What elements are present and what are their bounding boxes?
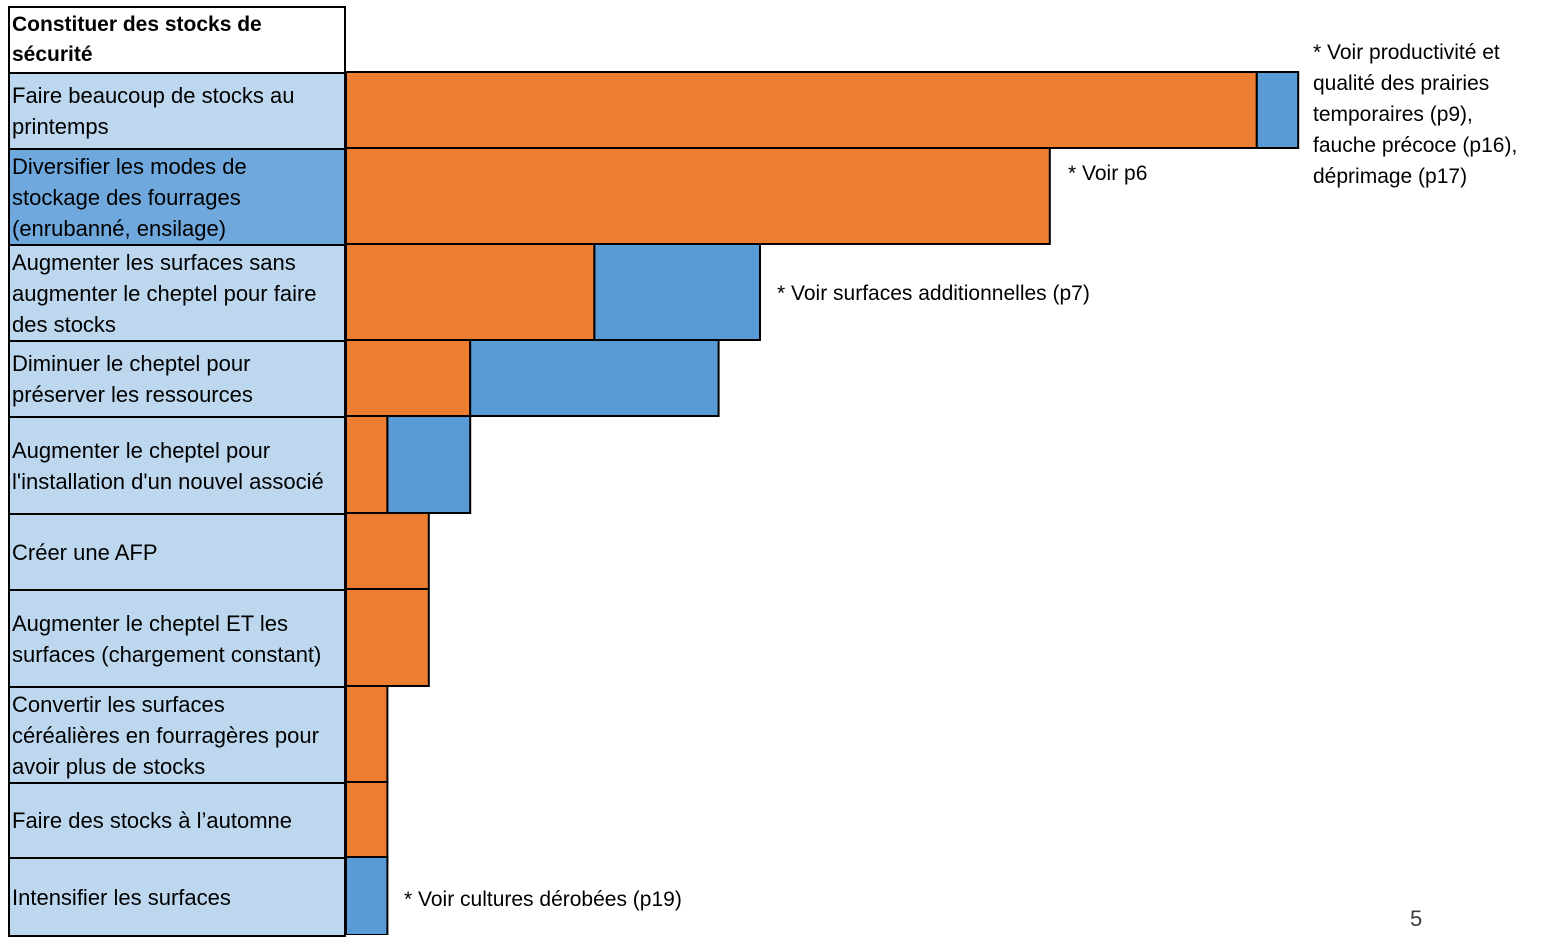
bar-segment-blue	[345, 856, 389, 935]
bar-segment-orange	[345, 588, 430, 687]
bar-segment-blue	[386, 415, 472, 514]
category-label: Faire des stocks à l’automne	[8, 782, 346, 859]
category-label: Diminuer le cheptel pour préserver les r…	[8, 340, 346, 418]
annotation-line: fauche précoce (p16),	[1313, 134, 1518, 157]
bar-segment-orange	[345, 685, 389, 783]
category-label: Créer une AFP	[8, 513, 346, 591]
annotation-line: temporaires (p9),	[1313, 103, 1473, 126]
bar-segment-orange	[345, 339, 472, 417]
category-label: Augmenter les surfaces sans augmenter le…	[8, 244, 346, 342]
bar-segment-blue	[1255, 71, 1300, 149]
annotation-line: qualité des prairies	[1313, 72, 1490, 95]
chart-title: Constituer des stocks de sécurité	[8, 6, 346, 72]
bar-segment-blue	[469, 339, 720, 417]
annotation-line: * Voir productivité et	[1313, 41, 1500, 64]
bar-segment-orange	[345, 71, 1258, 149]
bar-segment-orange	[345, 147, 1051, 245]
page-number: 5	[1410, 906, 1423, 931]
annotation-surfaces-additionnelles: * Voir surfaces additionnelles (p7)	[777, 282, 1090, 305]
category-label: Augmenter le cheptel ET les surfaces (ch…	[8, 589, 346, 688]
bar-segment-blue	[593, 243, 762, 341]
annotation-cultures-derobees: * Voir cultures dérobées (p19)	[404, 888, 682, 911]
category-label: Faire beaucoup de stocks au printemps	[8, 72, 346, 150]
bar-segment-orange	[345, 781, 389, 858]
annotation-productivite: * Voir productivité et qualité des prair…	[1313, 37, 1517, 192]
annotation-line: déprimage (p17)	[1313, 165, 1468, 188]
category-label: Augmenter le cheptel pour l'installation…	[8, 416, 346, 515]
category-label: Diversifier les modes de stockage des fo…	[8, 148, 346, 246]
bar-segment-orange	[345, 243, 596, 341]
annotation-voir-p6: * Voir p6	[1068, 162, 1148, 185]
bar-segment-orange	[345, 415, 389, 514]
bar-segment-orange	[345, 512, 430, 590]
